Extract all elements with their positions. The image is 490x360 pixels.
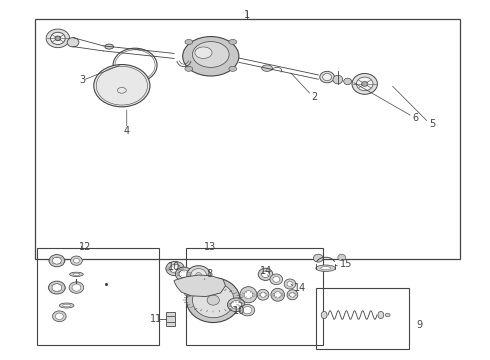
Text: 11: 11 bbox=[150, 314, 163, 324]
Ellipse shape bbox=[72, 284, 81, 291]
Ellipse shape bbox=[179, 270, 189, 278]
Text: 14: 14 bbox=[260, 266, 272, 276]
Bar bbox=[166, 312, 174, 326]
Ellipse shape bbox=[49, 281, 65, 294]
Ellipse shape bbox=[50, 32, 65, 44]
Ellipse shape bbox=[385, 313, 390, 317]
Ellipse shape bbox=[244, 291, 253, 299]
Ellipse shape bbox=[270, 274, 283, 285]
Ellipse shape bbox=[333, 75, 343, 84]
Ellipse shape bbox=[257, 289, 269, 300]
Ellipse shape bbox=[193, 41, 229, 67]
Ellipse shape bbox=[52, 284, 62, 292]
Ellipse shape bbox=[362, 81, 368, 86]
Text: 13: 13 bbox=[203, 242, 216, 252]
Ellipse shape bbox=[240, 287, 257, 303]
Ellipse shape bbox=[52, 257, 61, 264]
Ellipse shape bbox=[316, 265, 335, 271]
Ellipse shape bbox=[55, 36, 61, 41]
Ellipse shape bbox=[94, 64, 150, 107]
Ellipse shape bbox=[191, 269, 206, 282]
Ellipse shape bbox=[46, 29, 70, 48]
Text: 2: 2 bbox=[312, 92, 318, 102]
Ellipse shape bbox=[70, 272, 83, 276]
Ellipse shape bbox=[273, 276, 280, 282]
Ellipse shape bbox=[175, 267, 193, 281]
Ellipse shape bbox=[193, 283, 234, 318]
Ellipse shape bbox=[314, 254, 323, 262]
Ellipse shape bbox=[356, 77, 373, 91]
Text: 5: 5 bbox=[429, 119, 435, 129]
Text: 12: 12 bbox=[79, 242, 91, 252]
Ellipse shape bbox=[284, 279, 296, 289]
Text: 14: 14 bbox=[294, 283, 307, 293]
Ellipse shape bbox=[52, 311, 66, 321]
Ellipse shape bbox=[183, 37, 239, 76]
Text: 9: 9 bbox=[416, 320, 422, 330]
Ellipse shape bbox=[73, 273, 80, 275]
Ellipse shape bbox=[262, 65, 272, 71]
Ellipse shape bbox=[323, 73, 331, 81]
Ellipse shape bbox=[290, 292, 295, 297]
Ellipse shape bbox=[67, 38, 79, 47]
Ellipse shape bbox=[63, 304, 71, 307]
Ellipse shape bbox=[195, 47, 212, 58]
Ellipse shape bbox=[229, 66, 237, 71]
Ellipse shape bbox=[262, 271, 270, 278]
Ellipse shape bbox=[166, 261, 184, 276]
Text: 15: 15 bbox=[340, 259, 353, 269]
Ellipse shape bbox=[260, 292, 266, 297]
Bar bbox=[37, 248, 159, 345]
Ellipse shape bbox=[287, 282, 293, 287]
Ellipse shape bbox=[321, 267, 331, 270]
Text: 1: 1 bbox=[245, 10, 250, 21]
Text: 6: 6 bbox=[413, 113, 419, 123]
Ellipse shape bbox=[352, 73, 377, 94]
Polygon shape bbox=[174, 275, 225, 297]
Text: 8: 8 bbox=[206, 269, 212, 279]
Ellipse shape bbox=[258, 268, 273, 280]
Ellipse shape bbox=[184, 291, 193, 296]
Ellipse shape bbox=[274, 292, 281, 298]
Text: 4: 4 bbox=[124, 126, 130, 136]
Ellipse shape bbox=[185, 40, 193, 44]
Ellipse shape bbox=[185, 66, 193, 71]
Ellipse shape bbox=[231, 301, 242, 309]
Ellipse shape bbox=[49, 255, 65, 267]
Ellipse shape bbox=[287, 290, 298, 300]
Ellipse shape bbox=[240, 305, 255, 316]
Ellipse shape bbox=[69, 282, 84, 293]
Bar bbox=[186, 248, 323, 345]
Ellipse shape bbox=[227, 298, 245, 312]
Ellipse shape bbox=[271, 288, 285, 301]
Ellipse shape bbox=[320, 71, 334, 83]
Bar bbox=[316, 288, 409, 348]
Ellipse shape bbox=[198, 283, 214, 293]
Ellipse shape bbox=[378, 311, 384, 319]
Ellipse shape bbox=[338, 254, 345, 261]
Ellipse shape bbox=[321, 311, 327, 319]
Ellipse shape bbox=[207, 295, 220, 305]
Text: 10: 10 bbox=[233, 306, 245, 316]
Ellipse shape bbox=[186, 278, 240, 323]
Bar bbox=[35, 19, 460, 259]
Ellipse shape bbox=[196, 273, 201, 278]
Ellipse shape bbox=[211, 289, 220, 294]
Ellipse shape bbox=[187, 266, 210, 284]
Ellipse shape bbox=[229, 40, 237, 44]
Ellipse shape bbox=[59, 303, 74, 308]
Ellipse shape bbox=[170, 264, 180, 273]
Text: 3: 3 bbox=[79, 75, 85, 85]
Ellipse shape bbox=[71, 256, 82, 265]
Ellipse shape bbox=[343, 78, 351, 85]
Ellipse shape bbox=[105, 44, 114, 49]
Ellipse shape bbox=[55, 313, 63, 319]
Ellipse shape bbox=[243, 307, 252, 314]
Text: 10: 10 bbox=[168, 262, 180, 272]
Ellipse shape bbox=[74, 258, 79, 263]
Ellipse shape bbox=[201, 285, 210, 290]
